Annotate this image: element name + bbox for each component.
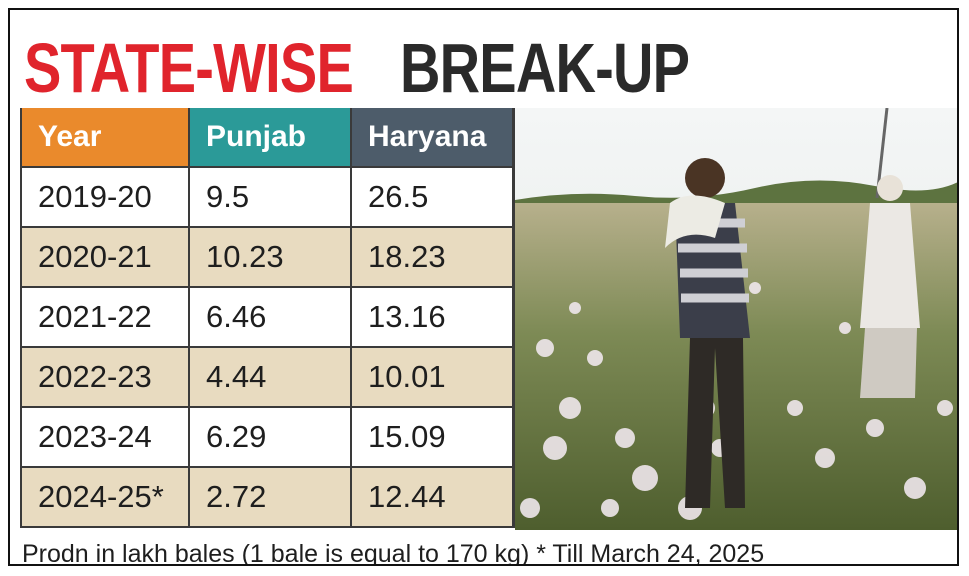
table-cell: 2021-22 [22, 288, 188, 346]
header-cell: Haryana [352, 108, 512, 166]
table-cell: 4.44 [190, 348, 350, 406]
table-cell: 2024-25* [22, 468, 188, 526]
table-cell: 2022-23 [22, 348, 188, 406]
header-cell: Punjab [190, 108, 350, 166]
table-cell: 15.09 [352, 408, 512, 466]
table-cell: 2.72 [190, 468, 350, 526]
table-cell: 10.23 [190, 228, 350, 286]
footnote: Prodn in lakh bales (1 bale is equal to … [22, 540, 764, 566]
table-cell: 26.5 [352, 168, 512, 226]
table-cell: 6.46 [190, 288, 350, 346]
title-dark: BREAK-UP [400, 28, 689, 108]
table-cell: 12.44 [352, 468, 512, 526]
photo [515, 108, 959, 530]
table-cell: 9.5 [190, 168, 350, 226]
header-cell: Year [22, 108, 188, 166]
page: STATE-WISE BREAK-UP YearPunjabHaryana 201… [0, 0, 969, 576]
table-cell: 13.16 [352, 288, 512, 346]
table-cell: 10.01 [352, 348, 512, 406]
table-cell: 6.29 [190, 408, 350, 466]
table-cell: 2019-20 [22, 168, 188, 226]
table-cell: 18.23 [352, 228, 512, 286]
table-cell: 2020-21 [22, 228, 188, 286]
title-red: STATE-WISE [24, 28, 353, 108]
table-cell: 2023-24 [22, 408, 188, 466]
